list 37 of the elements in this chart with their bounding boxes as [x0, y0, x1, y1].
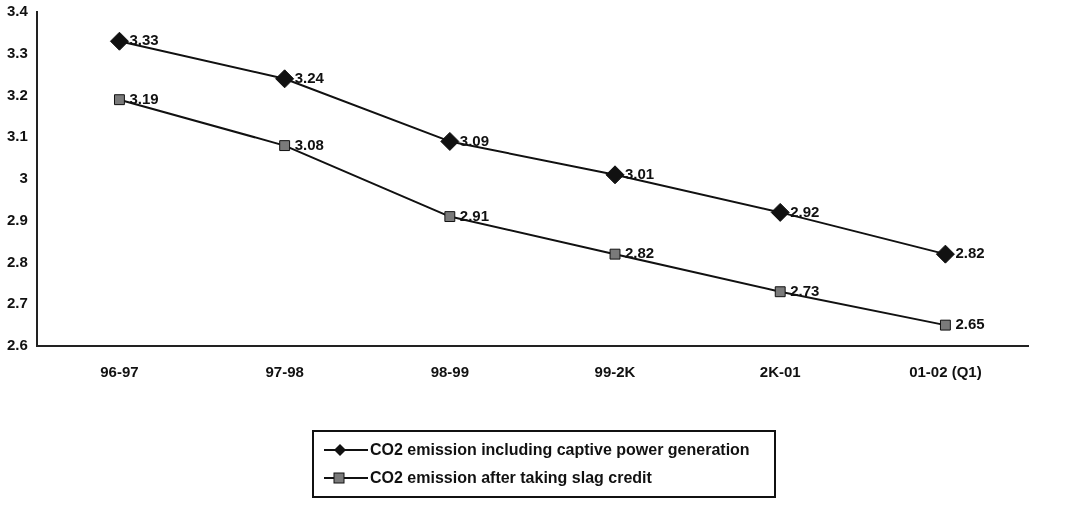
- point: [774, 286, 786, 298]
- y-tick-label: 3: [19, 169, 28, 187]
- y-tick-label: 3.1: [6, 127, 28, 145]
- data-label: 3.01: [625, 164, 655, 182]
- point: [609, 248, 621, 260]
- y-tick-label: 3.2: [6, 85, 28, 103]
- x-tick-label: 96-97: [100, 363, 139, 381]
- data-label: 2.65: [955, 315, 985, 333]
- point: [605, 165, 625, 185]
- x-tick-label: 01-02 (Q1): [909, 363, 982, 381]
- point: [935, 244, 955, 264]
- point: [109, 31, 129, 51]
- x-tick-label: 97-98: [265, 363, 304, 381]
- x-tick-label: 99-2K: [594, 363, 636, 381]
- data-label: 3.33: [129, 31, 159, 49]
- x-tick-label: 2K-01: [759, 363, 801, 381]
- legend-label: CO2 emission including captive power generation: [370, 441, 750, 459]
- point: [114, 94, 125, 106]
- y-tick-label: 3.3: [6, 43, 28, 61]
- x-tick-label: 98-99: [430, 363, 470, 381]
- point: [939, 319, 951, 331]
- y-tick-label: 2.7: [6, 294, 28, 312]
- data-label: 3.24: [294, 68, 325, 86]
- data-label: 3.19: [129, 89, 159, 107]
- y-tick-label: 2.8: [6, 252, 28, 270]
- data-label: 2.92: [790, 202, 820, 220]
- point: [275, 69, 295, 89]
- point: [279, 140, 291, 152]
- y-tick-label: 2.9: [6, 210, 28, 228]
- y-tick-label: 3.4: [6, 2, 29, 20]
- data-label: 3.08: [294, 135, 324, 153]
- y-tick-label: 2.6: [6, 336, 28, 354]
- legend-label: CO2 emission after taking slag credit: [370, 469, 652, 487]
- point: [444, 211, 456, 223]
- point: [440, 131, 460, 151]
- data-label: 2.82: [955, 244, 985, 262]
- point: [770, 202, 790, 222]
